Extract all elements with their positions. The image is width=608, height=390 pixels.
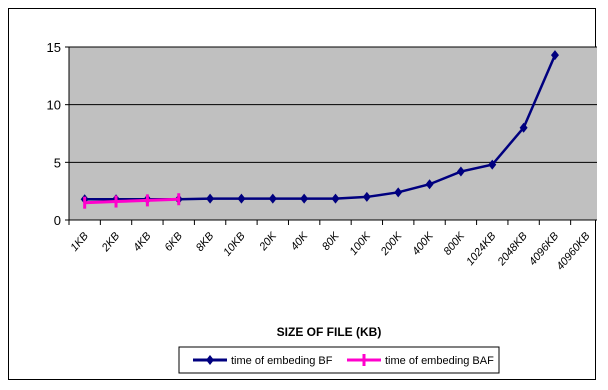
legend-label-0: time of embeding BF — [231, 355, 333, 367]
x-tick-label-2: 4KB — [131, 230, 154, 254]
x-tick-label-6: 20K — [257, 230, 280, 254]
x-axis-title: SIZE OF FILE (KB) — [277, 325, 382, 339]
y-tick-label-3: 15 — [47, 40, 61, 55]
x-tick-label-8: 80K — [320, 230, 342, 253]
x-tick-label-0: 1KB — [68, 230, 91, 254]
x-tick-label-1: 2KB — [99, 230, 122, 254]
x-tick-label-14: 2048KB — [495, 230, 530, 268]
series-0-point-11 — [425, 179, 434, 190]
series-0-point-6 — [268, 193, 277, 204]
x-tick-label-10: 200K — [378, 230, 405, 259]
series-0-point-5 — [237, 193, 246, 204]
plot-area — [69, 47, 597, 220]
series-0-point-14 — [519, 122, 528, 133]
y-tick-label-1: 5 — [54, 155, 61, 170]
series-0-point-9 — [362, 191, 371, 202]
y-tick-label-0: 0 — [54, 213, 61, 228]
legend: time of embeding BF time of embeding BAF — [178, 346, 500, 374]
x-tick-label-3: 6KB — [162, 230, 185, 254]
legend-swatch-marker-0 — [206, 355, 214, 365]
x-tick-label-12: 800K — [441, 230, 467, 258]
x-tick-label-5: 10KB — [221, 230, 247, 258]
series-0-point-4 — [206, 193, 215, 204]
x-tick-label-13: 1024KB — [464, 230, 498, 268]
x-tick-label-11: 400K — [410, 230, 436, 258]
series-line-1 — [84, 197, 179, 205]
x-tick-label-7: 40K — [289, 230, 311, 253]
x-tick-label-16: 40960KB — [554, 230, 592, 272]
series-0-point-7 — [300, 193, 309, 204]
y-tick-label-2: 10 — [47, 98, 61, 113]
series-0-point-12 — [456, 166, 465, 177]
chart-frame: 0 5 10 15 1KB 2KB 4KB 6KB 8KB 10KB 20K 40K 80K 100K 2… — [8, 8, 597, 380]
series-0-point-15 — [550, 50, 559, 61]
series-0-point-13 — [488, 159, 497, 170]
legend-label-1: time of embeding BAF — [385, 355, 494, 367]
x-tick-label-4: 8KB — [194, 230, 217, 254]
series-0-point-10 — [394, 187, 403, 198]
series-0-point-8 — [331, 193, 340, 204]
legend-box — [178, 346, 500, 374]
x-tick-label-9: 100K — [347, 230, 373, 258]
